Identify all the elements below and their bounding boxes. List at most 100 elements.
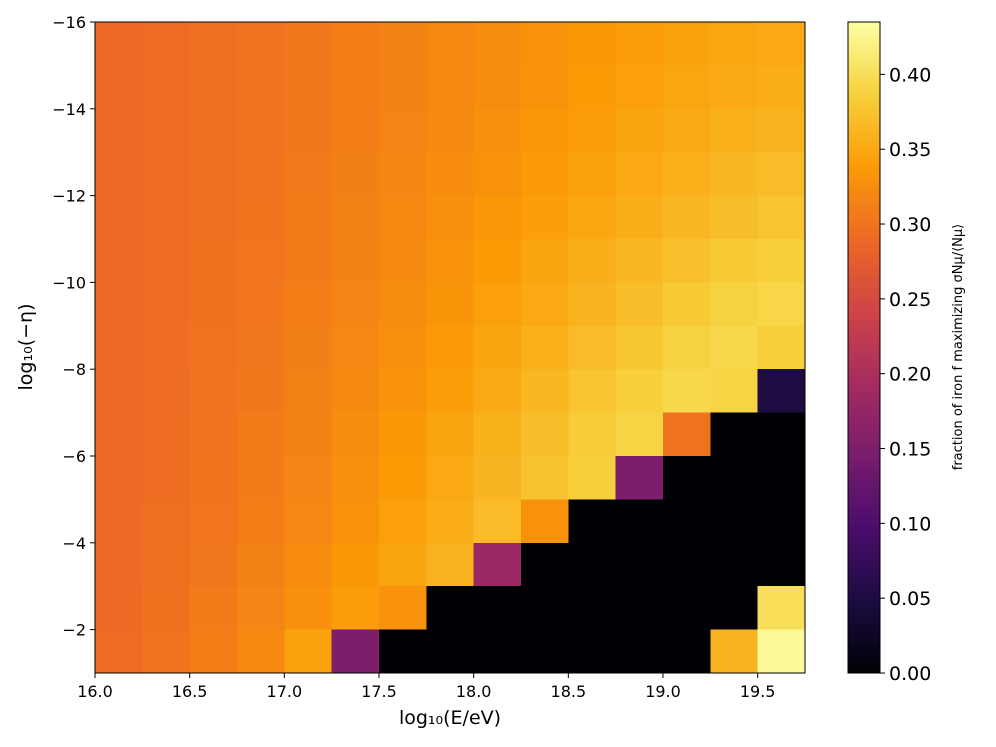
- heatmap-cell: [95, 412, 143, 457]
- heatmap-cell: [331, 369, 380, 414]
- heatmap-cell: [615, 586, 664, 631]
- heatmap-cell: [663, 195, 711, 240]
- heatmap-cell: [284, 412, 333, 457]
- heatmap-cell: [284, 586, 333, 631]
- heatmap-cell: [473, 65, 522, 110]
- heatmap-cell: [142, 239, 191, 283]
- heatmap-cell: [379, 542, 427, 587]
- heatmap-cell: [521, 542, 569, 587]
- heatmap-cell: [189, 586, 238, 631]
- heatmap-cell: [663, 412, 711, 457]
- heatmap-cell: [568, 586, 617, 631]
- heatmap-cell: [95, 152, 143, 197]
- y-tick-label: −8: [62, 360, 86, 379]
- heatmap-cell: [710, 325, 759, 370]
- heatmap-cell: [663, 369, 711, 414]
- colorbar-tick-label: 0.40: [889, 64, 931, 86]
- heatmap-cell: [284, 369, 333, 414]
- heatmap-cell: [142, 65, 191, 110]
- heatmap-cell: [757, 456, 806, 500]
- colorbar: [847, 21, 881, 674]
- heatmap-cell: [142, 456, 191, 500]
- y-tick-label: −12: [52, 187, 86, 206]
- heatmap-cell: [95, 499, 143, 544]
- heatmap-cell: [473, 152, 522, 197]
- heatmap-cell: [710, 629, 759, 674]
- heatmap-cell: [189, 22, 238, 66]
- heatmap-cell: [521, 108, 569, 153]
- heatmap-cell: [95, 65, 143, 110]
- heatmap-cell: [568, 239, 617, 283]
- heatmap-cell: [521, 586, 569, 631]
- heatmap-cell: [473, 239, 522, 283]
- heatmap-cell: [426, 282, 475, 327]
- heatmap-cell: [142, 195, 191, 240]
- heatmap-cell: [473, 22, 522, 66]
- heatmap-cell: [663, 499, 711, 544]
- heatmap-cell: [757, 152, 806, 197]
- heatmap-cell: [426, 22, 475, 66]
- heatmap-cell: [284, 325, 333, 370]
- heatmap-cell: [331, 22, 380, 66]
- heatmap-cell: [757, 239, 806, 283]
- heatmap-cell: [331, 542, 380, 587]
- heatmap-cell: [95, 369, 143, 414]
- heatmap-cell: [284, 152, 333, 197]
- heatmap-cell: [615, 108, 664, 153]
- heatmap-cell: [331, 65, 380, 110]
- heatmap-cell: [663, 542, 711, 587]
- heatmap-cell: [710, 152, 759, 197]
- heatmap-cell: [426, 499, 475, 544]
- heatmap-cell: [568, 412, 617, 457]
- heatmap-cell: [379, 412, 427, 457]
- heatmap-cell: [95, 586, 143, 631]
- heatmap-cell: [663, 65, 711, 110]
- heatmap-cell: [521, 282, 569, 327]
- heatmap-cell: [663, 586, 711, 631]
- heatmap-cell: [568, 152, 617, 197]
- heatmap-cell: [142, 499, 191, 544]
- x-tick-label: 16.0: [77, 682, 113, 701]
- heatmap-cell: [615, 499, 664, 544]
- heatmap-cell: [663, 456, 711, 500]
- heatmap-cell: [237, 325, 285, 370]
- heatmap-cell: [426, 542, 475, 587]
- heatmap-cell: [615, 65, 664, 110]
- heatmap-cell: [284, 239, 333, 283]
- y-tick-label: −4: [62, 534, 86, 553]
- heatmap-cell: [521, 325, 569, 370]
- heatmap-cell: [426, 152, 475, 197]
- heatmap-cell: [757, 282, 806, 327]
- heatmap-cell: [426, 325, 475, 370]
- heatmap-cell: [426, 369, 475, 414]
- heatmap-cell: [426, 195, 475, 240]
- colorbar-tick-label: 0.30: [889, 214, 931, 236]
- heatmap-cell: [521, 22, 569, 66]
- heatmap-cell: [710, 22, 759, 66]
- heatmap-cell: [237, 412, 285, 457]
- heatmap-cell: [331, 195, 380, 240]
- heatmap-cell: [284, 108, 333, 153]
- heatmap-cell: [473, 499, 522, 544]
- heatmap-cell: [710, 542, 759, 587]
- heatmap-cell: [757, 65, 806, 110]
- heatmap-cell: [473, 586, 522, 631]
- colorbar-tick-label: 0.25: [889, 289, 931, 311]
- heatmap-cell: [379, 586, 427, 631]
- heatmap-cell: [379, 369, 427, 414]
- heatmap-cell: [568, 456, 617, 500]
- heatmap-cell: [142, 586, 191, 631]
- heatmap-cell: [237, 282, 285, 327]
- heatmap-cell: [331, 499, 380, 544]
- heatmap-cell: [284, 499, 333, 544]
- heatmap-cell: [615, 456, 664, 500]
- heatmap-cell: [189, 456, 238, 500]
- y-tick-label: −10: [52, 273, 86, 292]
- heatmap-cell: [237, 586, 285, 631]
- heatmap-cell: [95, 239, 143, 283]
- heatmap-cell: [757, 195, 806, 240]
- heatmap-cell: [379, 65, 427, 110]
- heatmap-cell: [568, 629, 617, 674]
- heatmap-cell: [568, 282, 617, 327]
